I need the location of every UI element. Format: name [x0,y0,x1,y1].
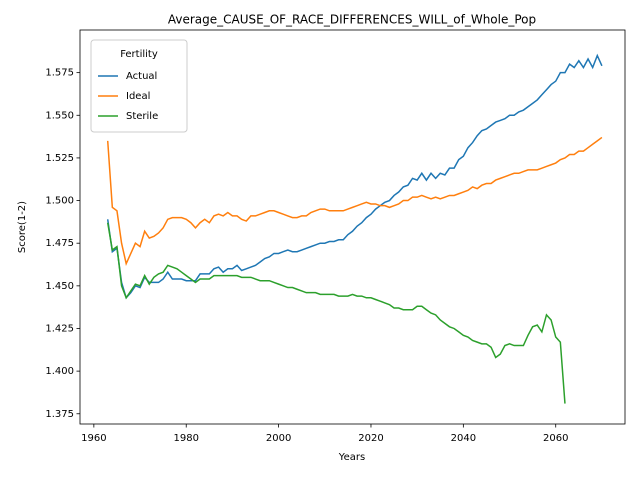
x-tick-label: 2020 [358,433,383,444]
x-tick-label: 1980 [174,433,199,444]
legend-box [90,39,188,133]
y-tick-label: 1.525 [45,153,74,164]
x-tick-label: 1960 [81,433,106,444]
x-axis-label: Years [338,452,365,463]
line-series [106,53,603,300]
y-tick-label: 1.400 [45,366,74,377]
plot-frame [79,29,626,425]
legend-label: Ideal [126,91,150,102]
x-tick-label: 2040 [451,433,476,444]
x-tick-label: 2060 [543,433,568,444]
chart-title: Average_CAUSE_OF_RACE_DIFFERENCES_WILL_o… [168,13,536,27]
x-tick-label: 2000 [266,433,291,444]
line-series [106,136,603,267]
y-tick-label: 1.475 [45,238,74,249]
legend-label: Actual [126,71,157,82]
y-tick-label: 1.575 [45,68,74,79]
y-tick-label: 1.425 [45,323,74,334]
y-axis-label: Score(1-2) [17,201,28,253]
legend-label: Sterile [126,111,158,122]
y-tick-label: 1.550 [45,110,74,121]
line-series [106,222,566,404]
y-tick-label: 1.450 [45,281,74,292]
legend-title: Fertility [120,49,158,60]
y-tick-label: 1.500 [45,196,74,207]
y-tick-label: 1.375 [45,409,74,420]
